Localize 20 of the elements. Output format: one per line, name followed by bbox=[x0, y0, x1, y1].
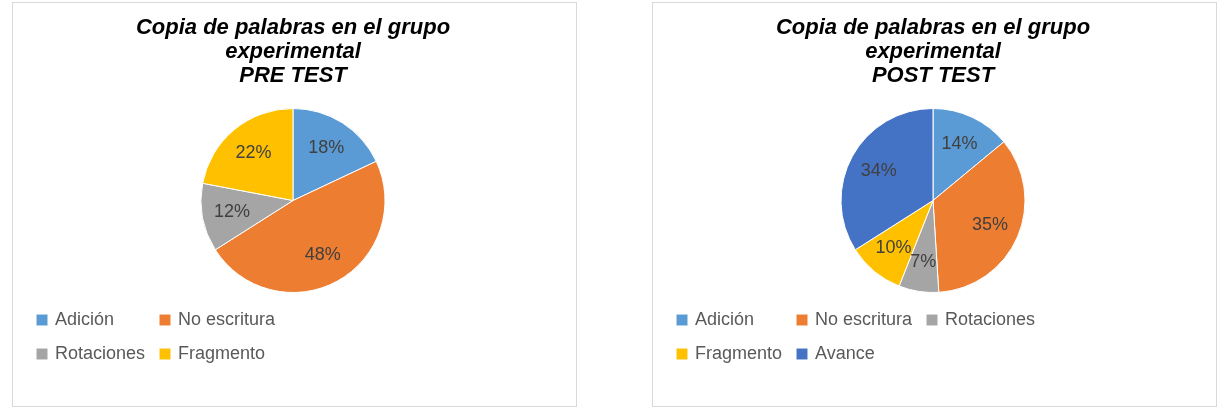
data-label: 48% bbox=[304, 243, 341, 264]
legend-label: Fragmento bbox=[695, 343, 783, 363]
data-label: 18% bbox=[308, 137, 345, 158]
legend-label: Rotaciones bbox=[945, 309, 1036, 329]
legend-label: Fragmento bbox=[178, 343, 266, 363]
data-label: 10% bbox=[875, 237, 912, 258]
chart-title: Copia de palabras en el grupo experimental PRE TEST bbox=[135, 13, 451, 87]
legend-label: Rotaciones bbox=[55, 343, 146, 363]
data-label: 7% bbox=[910, 250, 937, 271]
chart-title: Copia de palabras en el grupo experimental POST TEST bbox=[775, 13, 1091, 87]
legend-label: Avance bbox=[815, 343, 875, 363]
legend-label: No escritura bbox=[178, 309, 277, 329]
legend-label: Adición bbox=[55, 309, 115, 329]
data-label: 22% bbox=[235, 141, 272, 162]
legend-label: No escritura bbox=[815, 309, 914, 329]
legend-label: Adición bbox=[695, 309, 755, 329]
data-label: 14% bbox=[941, 133, 978, 154]
data-label: 35% bbox=[971, 214, 1008, 235]
data-label: 34% bbox=[860, 159, 897, 180]
data-label: 12% bbox=[214, 201, 251, 222]
